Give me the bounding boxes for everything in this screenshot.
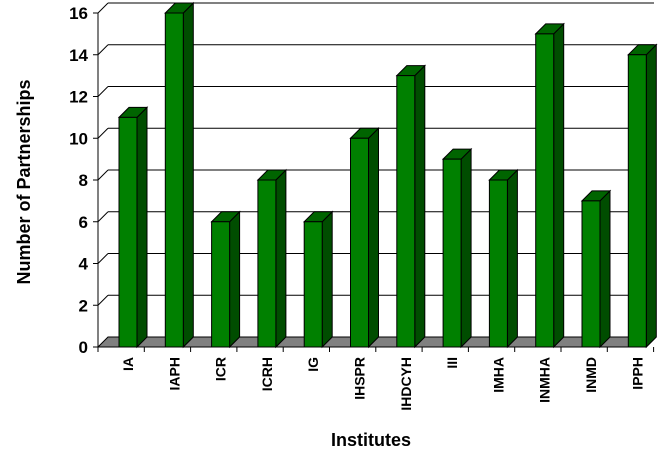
y-tick-label: 4 (79, 255, 89, 274)
bar (164, 1, 195, 349)
bar-front (396, 75, 416, 348)
x-tick-label: IPPH (629, 357, 645, 390)
bar (580, 189, 612, 349)
bar (488, 168, 519, 349)
bar-front (488, 179, 508, 348)
x-tick-label: IG (305, 357, 321, 372)
gridline-depth (97, 127, 109, 139)
bar-front (627, 54, 647, 348)
y-tick-label: 8 (79, 171, 88, 190)
bar-front (118, 116, 138, 348)
bar-side (645, 43, 657, 349)
bar-side (229, 210, 241, 349)
gridline-depth (97, 253, 109, 264)
y-tick-label: 0 (79, 338, 88, 357)
gridline-depth (97, 169, 109, 181)
bar (256, 168, 288, 349)
bar (395, 64, 427, 349)
x-tick-label: IHDCYH (398, 357, 414, 411)
bar (117, 106, 149, 349)
bar-front (211, 221, 231, 348)
bar-side (368, 127, 379, 349)
bar-front (581, 200, 601, 348)
x-tick-label: IA (120, 357, 136, 371)
x-tick-label: ICR (213, 357, 229, 381)
gridline-depth (97, 86, 109, 97)
x-tick-label: IHSPR (352, 357, 368, 400)
y-tick-label: 10 (69, 129, 88, 148)
bar-side (182, 1, 194, 349)
bar (534, 22, 565, 349)
bar-side (553, 22, 565, 349)
bar-side (460, 147, 472, 349)
bar-front (257, 179, 277, 348)
bar-side (599, 189, 611, 349)
bar (302, 210, 334, 349)
bar-front (350, 137, 369, 348)
gridline-depth (97, 44, 109, 56)
bar (349, 127, 380, 349)
bar (210, 210, 241, 349)
x-tick-label: IMHA (490, 357, 506, 393)
bar-front (442, 158, 462, 348)
x-tick-label: INMHA (537, 357, 553, 403)
bar-front (303, 221, 323, 348)
x-tick-labels: IA IAPH ICR ICRH IG IHSPR IHDCYH III IMHA INMHA IN… (120, 357, 645, 411)
x-axis-title: Institutes (331, 430, 411, 450)
bar-front (164, 12, 184, 348)
y-tick-label: 12 (69, 88, 88, 107)
y-axis-title: Number of Partnerships (14, 79, 34, 284)
bar-front (535, 33, 555, 348)
y-tick-label: 6 (79, 213, 88, 232)
y-tick-label: 2 (79, 296, 88, 315)
bar-side (321, 210, 333, 349)
bar-side (136, 106, 148, 349)
gridline-depth (97, 2, 109, 14)
bar (441, 147, 473, 349)
x-tick-label: III (444, 357, 460, 369)
x-tick-label: INMD (583, 357, 599, 393)
y-tick-labels: 0 2 4 6 8 10 12 14 16 (69, 4, 88, 357)
x-tick-label: ICRH (259, 357, 275, 391)
gridline-depth (97, 294, 109, 306)
x-tick-label: IAPH (166, 357, 182, 390)
y-tick-label: 14 (69, 46, 88, 65)
gridline-depth (97, 211, 109, 223)
y-tick-label: 16 (69, 4, 88, 23)
bars (117, 1, 658, 349)
bar-side (414, 64, 426, 349)
bar-side (506, 168, 518, 349)
bar-side (275, 168, 287, 349)
bar (627, 43, 658, 349)
